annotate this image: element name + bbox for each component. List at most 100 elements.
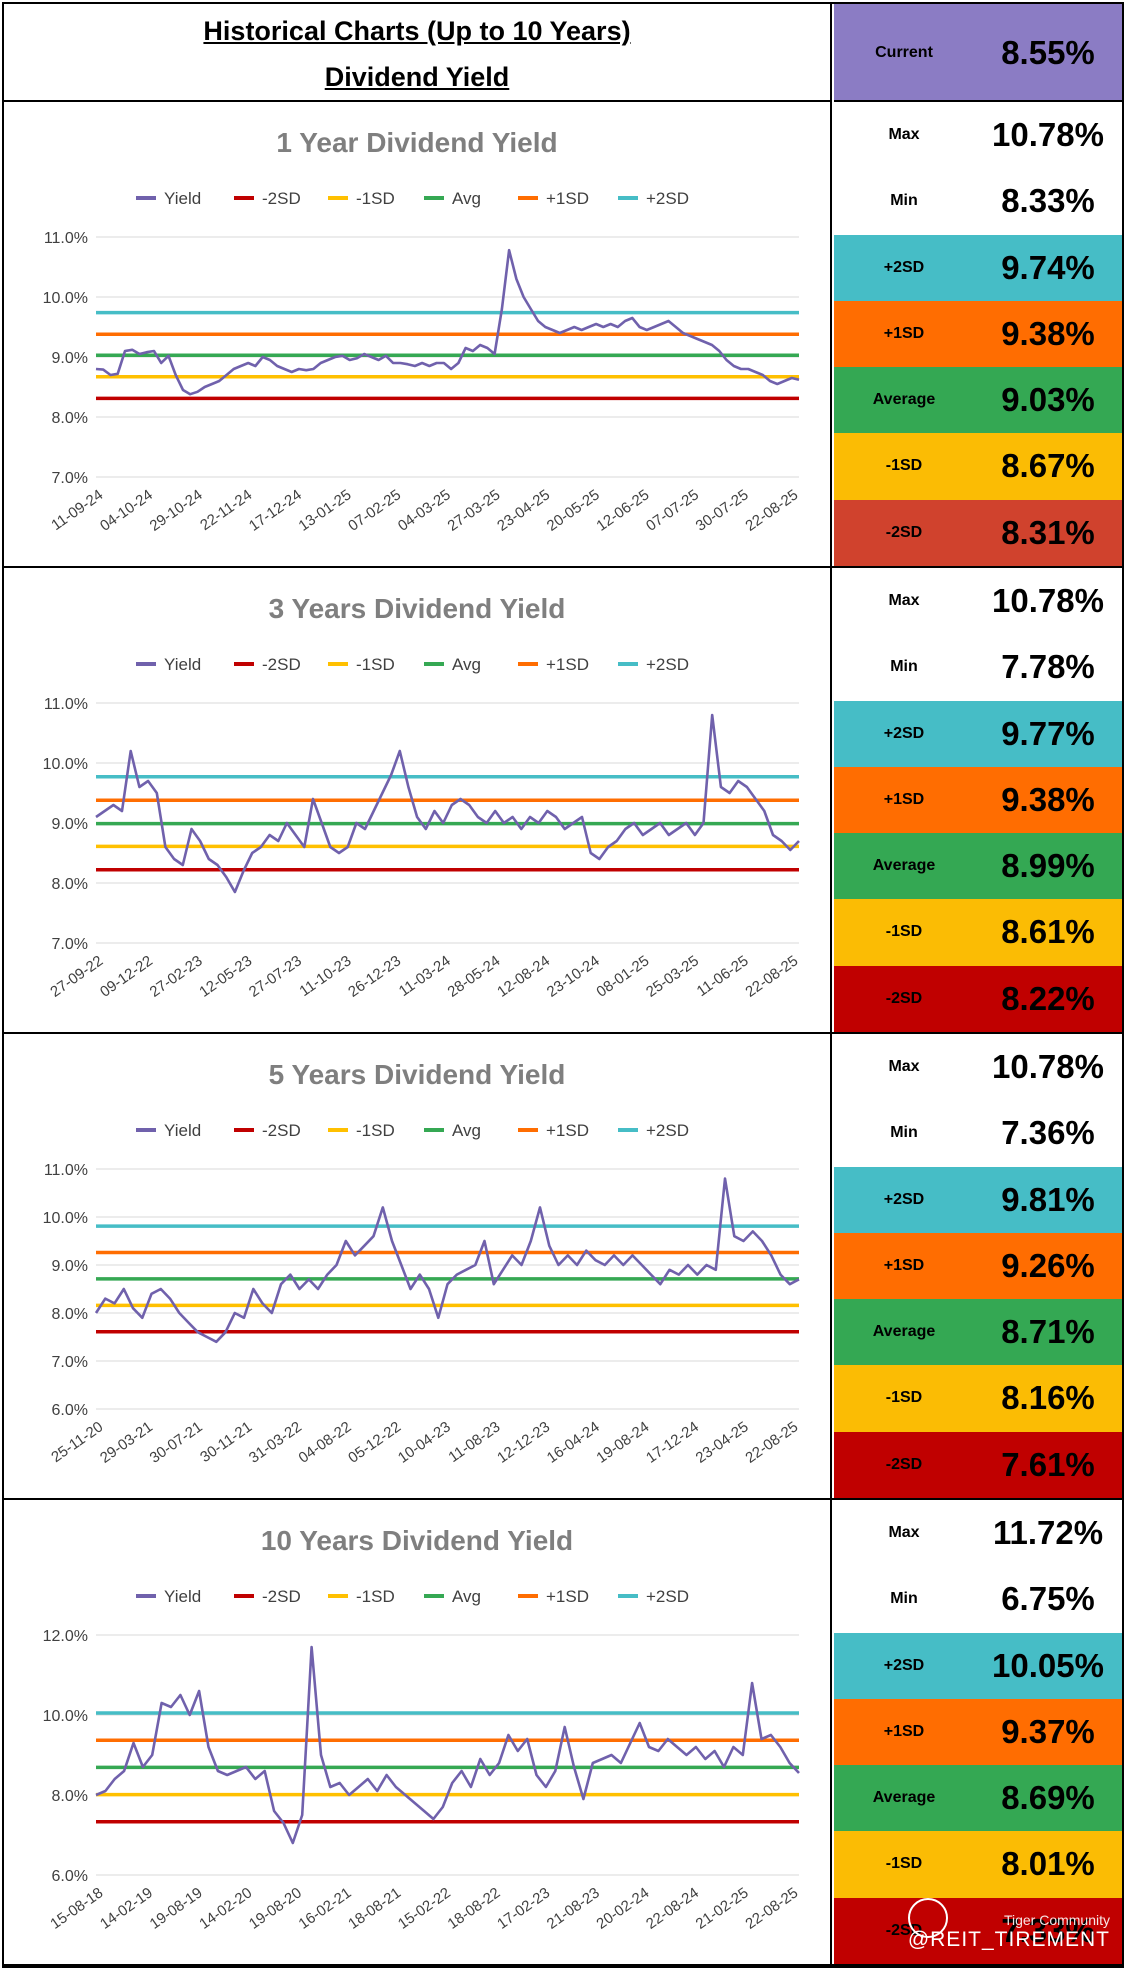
stat-row-min: Min 7.78% bbox=[834, 634, 1122, 701]
stat-value: 9.74% bbox=[1001, 248, 1095, 286]
y-tick-label: 11.0% bbox=[44, 230, 88, 247]
y-tick-label: 8.0% bbox=[52, 1788, 88, 1805]
legend-item-avg: Avg bbox=[424, 189, 481, 208]
x-tick-label: 11-09-24 bbox=[48, 486, 106, 534]
stat-value: 7.33% bbox=[1001, 1911, 1095, 1949]
stat-row-minus1sd: -1SD 8.67% bbox=[834, 433, 1122, 500]
stat-value: 8.61% bbox=[1001, 913, 1095, 951]
stat-value: 8.67% bbox=[1001, 447, 1095, 485]
legend-item-2sd: +2SD bbox=[618, 655, 689, 674]
x-tick-label: 14-02-20 bbox=[196, 1884, 255, 1932]
x-tick-label: 22-08-24 bbox=[643, 1884, 702, 1932]
stat-row-plus2sd: +2SD 10.05% bbox=[834, 1632, 1122, 1699]
legend-label: Yield bbox=[164, 189, 201, 208]
y-tick-label: 6.0% bbox=[52, 1402, 88, 1419]
x-tick-label: 12-12-23 bbox=[494, 1418, 553, 1466]
legend-label: +1SD bbox=[546, 189, 589, 208]
chart-svg: 5 Years Dividend Yield Yield -2SD -1SD Avg +1… bbox=[43, 1059, 802, 1467]
chart-title: 1 Year Dividend Yield bbox=[276, 127, 557, 158]
legend-item-avg: Avg bbox=[424, 1121, 481, 1140]
chart-area: 10 Years Dividend Yield Yield -2SD -1SD Avg +… bbox=[4, 1500, 832, 1964]
legend-label: +2SD bbox=[646, 1121, 689, 1140]
stat-label: +1SD bbox=[883, 790, 925, 808]
stat-row-minus2sd: -2SD 7.33% bbox=[834, 1897, 1122, 1964]
x-tick-label: 12-06-25 bbox=[593, 486, 652, 534]
stat-value: 10.78% bbox=[992, 582, 1104, 620]
legend-item-1sd: +1SD bbox=[518, 1121, 589, 1140]
y-tick-label: 9.0% bbox=[52, 816, 88, 833]
stat-label: +1SD bbox=[883, 324, 925, 342]
x-tick-label: 23-04-25 bbox=[494, 486, 553, 534]
x-tick-label: 22-11-24 bbox=[197, 486, 255, 534]
watermark-line1: Tiger Community bbox=[1003, 1912, 1110, 1928]
legend-item-yield: Yield bbox=[136, 1587, 201, 1606]
legend-label: -2SD bbox=[262, 1587, 301, 1606]
stat-row-max: Max 10.78% bbox=[834, 568, 1122, 635]
current-yield-cell: Current 8.55% bbox=[834, 4, 1122, 102]
stat-label: -1SD bbox=[885, 923, 923, 941]
stat-value: 9.81% bbox=[1001, 1180, 1095, 1218]
y-tick-label: 8.0% bbox=[52, 876, 88, 893]
legend-label: Yield bbox=[164, 1121, 201, 1140]
stat-label: Min bbox=[890, 1124, 918, 1142]
legend-label: -2SD bbox=[262, 1121, 301, 1140]
legend-item-2sd: -2SD bbox=[234, 1121, 301, 1140]
chart-area: 5 Years Dividend Yield Yield -2SD -1SD Avg +1… bbox=[4, 1034, 832, 1498]
stat-row-average: Average 8.71% bbox=[834, 1299, 1122, 1366]
x-tick-label: 12-08-24 bbox=[494, 952, 553, 1000]
x-tick-label: 19-08-19 bbox=[147, 1884, 206, 1932]
stat-value: 9.77% bbox=[1001, 714, 1095, 752]
x-tick-label: 15-02-22 bbox=[395, 1884, 454, 1932]
stat-label: Max bbox=[888, 592, 920, 610]
x-tick-label: 13-01-25 bbox=[296, 486, 355, 534]
legend-label: -1SD bbox=[356, 655, 395, 674]
legend-label: -2SD bbox=[262, 655, 301, 674]
x-tick-label: 08-01-25 bbox=[593, 952, 652, 1000]
legend-label: +1SD bbox=[546, 655, 589, 674]
legend-item-avg: Avg bbox=[424, 1587, 481, 1606]
y-tick-label: 7.0% bbox=[52, 1354, 88, 1371]
chart-section-5y: 5 Years Dividend Yield Yield -2SD -1SD Avg +1… bbox=[4, 1034, 1122, 1500]
stat-value: 6.75% bbox=[1001, 1580, 1095, 1618]
stat-row-minus1sd: -1SD 8.16% bbox=[834, 1365, 1122, 1432]
x-tick-label: 11-10-23 bbox=[296, 952, 354, 1000]
watermark: Tiger Community @REIT_TIREMENT bbox=[907, 1898, 1110, 1952]
stat-value: 11.72% bbox=[992, 1514, 1104, 1552]
stat-label: Min bbox=[890, 192, 918, 210]
y-tick-label: 11.0% bbox=[44, 696, 88, 713]
y-tick-label: 8.0% bbox=[52, 410, 88, 427]
legend-label: Avg bbox=[452, 189, 481, 208]
stat-value: 10.78% bbox=[992, 1048, 1104, 1086]
legend-label: -1SD bbox=[356, 1121, 395, 1140]
stat-label: Average bbox=[872, 1789, 936, 1807]
x-tick-label: 09-12-22 bbox=[97, 952, 156, 1000]
x-tick-label: 26-12-23 bbox=[345, 952, 404, 1000]
page-header: Historical Charts (Up to 10 Years) Divid… bbox=[4, 4, 832, 102]
y-tick-label: 9.0% bbox=[52, 1258, 88, 1275]
stat-label: -1SD bbox=[885, 1389, 923, 1407]
stat-row-minus2sd: -2SD 8.31% bbox=[834, 499, 1122, 566]
legend-item-1sd: -1SD bbox=[328, 655, 395, 674]
stat-value: 8.22% bbox=[1001, 979, 1095, 1017]
legend-label: Avg bbox=[452, 1121, 481, 1140]
yield-series-line bbox=[95, 248, 800, 396]
stat-value: 8.33% bbox=[1001, 182, 1095, 220]
x-tick-label: 17-12-24 bbox=[643, 1418, 702, 1466]
stat-row-min: Min 6.75% bbox=[834, 1566, 1122, 1633]
stats-column: Max 10.78% Min 7.36% +2SD 9.81% +1SD 9.26% Avera… bbox=[834, 1034, 1122, 1498]
stat-value: 10.78% bbox=[992, 116, 1104, 154]
x-tick-label: 23-04-25 bbox=[693, 1418, 752, 1466]
stat-row-max: Max 10.78% bbox=[834, 1034, 1122, 1101]
x-tick-label: 11-06-25 bbox=[694, 952, 752, 1000]
stat-label: Average bbox=[872, 391, 936, 409]
legend-label: +1SD bbox=[546, 1587, 589, 1606]
y-tick-label: 9.0% bbox=[52, 350, 88, 367]
stat-row-average: Average 8.69% bbox=[834, 1765, 1122, 1832]
stat-value: 8.99% bbox=[1001, 847, 1095, 885]
stat-label: +2SD bbox=[883, 1190, 925, 1208]
chart-svg: 3 Years Dividend Yield Yield -2SD -1SD Avg +1… bbox=[43, 593, 802, 1001]
x-tick-label: 22-08-25 bbox=[742, 952, 801, 1000]
current-label: Current bbox=[875, 44, 933, 61]
legend-item-2sd: +2SD bbox=[618, 1587, 689, 1606]
yield-series-line bbox=[95, 713, 800, 894]
